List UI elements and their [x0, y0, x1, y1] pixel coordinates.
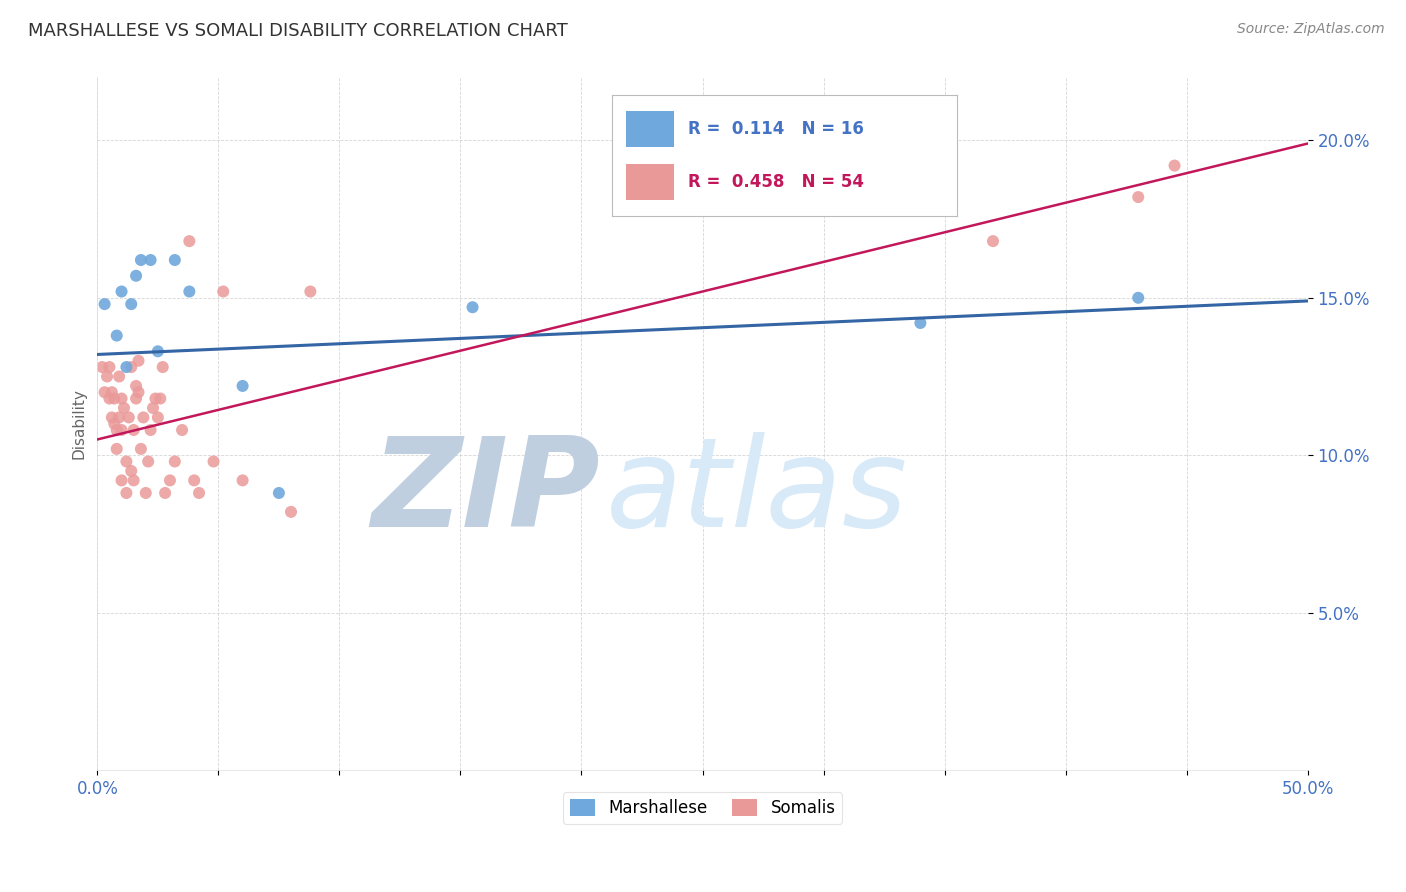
Point — [103, 392, 125, 406]
Point — [183, 474, 205, 488]
Point — [110, 392, 132, 406]
Point — [120, 464, 142, 478]
Point — [125, 392, 148, 406]
Point — [125, 268, 148, 283]
Point — [910, 202, 932, 217]
Point — [115, 486, 138, 500]
Text: ZIP: ZIP — [371, 433, 599, 553]
Point — [153, 486, 176, 500]
Point — [163, 454, 186, 468]
Point — [120, 297, 142, 311]
Point — [267, 486, 290, 500]
Point — [299, 285, 322, 299]
Point — [981, 234, 1004, 248]
Point — [212, 285, 235, 299]
Point — [202, 454, 225, 468]
Point — [110, 285, 132, 299]
Point — [145, 392, 167, 406]
Point — [142, 401, 165, 415]
Point — [1128, 291, 1150, 305]
Point — [132, 410, 155, 425]
Point — [108, 410, 131, 425]
Point — [110, 423, 132, 437]
Point — [163, 253, 186, 268]
Point — [1163, 159, 1185, 173]
Point — [146, 344, 169, 359]
Point — [115, 454, 138, 468]
Point — [159, 474, 181, 488]
Point — [108, 369, 131, 384]
Point — [170, 423, 193, 437]
Legend: Marshallese, Somalis: Marshallese, Somalis — [562, 792, 842, 824]
Point — [122, 474, 145, 488]
Point — [122, 423, 145, 437]
Point — [135, 486, 157, 500]
Point — [93, 297, 115, 311]
Point — [179, 234, 201, 248]
Y-axis label: Disability: Disability — [72, 388, 86, 459]
Point — [128, 385, 150, 400]
Point — [103, 417, 125, 431]
Point — [139, 423, 162, 437]
Point — [461, 300, 484, 314]
Point — [136, 454, 159, 468]
Point — [146, 410, 169, 425]
Point — [139, 253, 162, 268]
Point — [91, 359, 114, 374]
Point — [232, 474, 254, 488]
Point — [115, 359, 138, 374]
Point — [105, 328, 128, 343]
Point — [118, 410, 141, 425]
Point — [1128, 190, 1150, 204]
Point — [110, 474, 132, 488]
Point — [98, 359, 121, 374]
Point — [125, 379, 148, 393]
Point — [179, 285, 201, 299]
Point — [129, 253, 152, 268]
Point — [149, 392, 172, 406]
Point — [120, 359, 142, 374]
Point — [105, 442, 128, 456]
Point — [101, 410, 124, 425]
Point — [96, 369, 118, 384]
Point — [152, 359, 174, 374]
Point — [232, 379, 254, 393]
Text: MARSHALLESE VS SOMALI DISABILITY CORRELATION CHART: MARSHALLESE VS SOMALI DISABILITY CORRELA… — [28, 22, 568, 40]
Point — [910, 316, 932, 330]
Point — [105, 423, 128, 437]
Point — [129, 442, 152, 456]
Point — [188, 486, 211, 500]
Point — [112, 401, 135, 415]
Text: atlas: atlas — [606, 433, 908, 553]
Point — [101, 385, 124, 400]
Point — [98, 392, 121, 406]
Text: Source: ZipAtlas.com: Source: ZipAtlas.com — [1237, 22, 1385, 37]
Point — [280, 505, 302, 519]
Point — [93, 385, 115, 400]
Point — [128, 353, 150, 368]
